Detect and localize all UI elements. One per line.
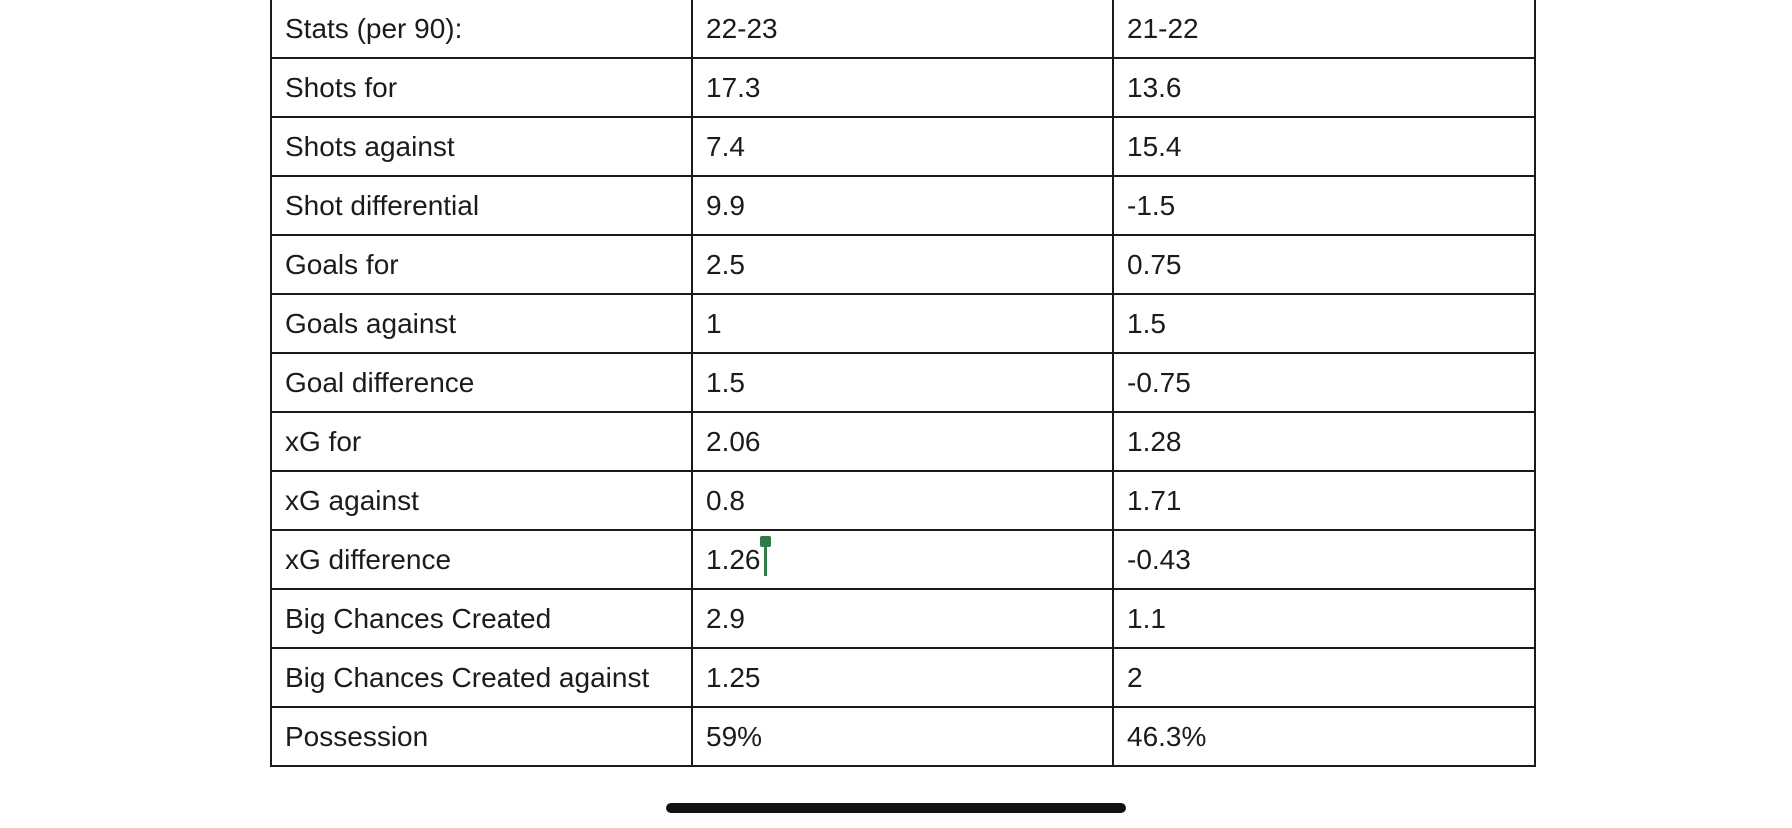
value-cell-22-23-editing[interactable]: 1.26 (691, 529, 1114, 590)
header-cell-season-21-22[interactable]: 21-22 (1112, 0, 1536, 59)
table-row: Big Chances Created against 1.25 2 (270, 647, 1536, 708)
row-label-cell[interactable]: Goals for (270, 234, 693, 295)
editing-text-wrap: 1.26 (706, 535, 771, 576)
table-row: Goal difference 1.5 -0.75 (270, 352, 1536, 413)
row-label-cell[interactable]: xG against (270, 470, 693, 531)
value-cell-22-23[interactable]: 1 (691, 293, 1114, 354)
value-cell-21-22[interactable]: -0.75 (1112, 352, 1536, 413)
table-row: Goals against 1 1.5 (270, 293, 1536, 354)
table-row: Big Chances Created 2.9 1.1 (270, 588, 1536, 649)
value-cell-22-23[interactable]: 59% (691, 706, 1114, 767)
editing-cell-value: 1.26 (706, 543, 761, 575)
value-cell-22-23[interactable]: 7.4 (691, 116, 1114, 177)
value-cell-22-23[interactable]: 2.5 (691, 234, 1114, 295)
row-label-cell[interactable]: xG for (270, 411, 693, 472)
row-label-cell[interactable]: Possession (270, 706, 693, 767)
value-cell-22-23[interactable]: 9.9 (691, 175, 1114, 236)
table-header-row: Stats (per 90): 22-23 21-22 (270, 0, 1536, 59)
row-label-cell[interactable]: Big Chances Created (270, 588, 693, 649)
table-row: xG against 0.8 1.71 (270, 470, 1536, 531)
table-row: Shot differential 9.9 -1.5 (270, 175, 1536, 236)
value-cell-22-23[interactable]: 17.3 (691, 57, 1114, 118)
table-row: xG for 2.06 1.28 (270, 411, 1536, 472)
table-row: Shots for 17.3 13.6 (270, 57, 1536, 118)
table-row: xG difference 1.26 -0.43 (270, 529, 1536, 590)
value-cell-21-22[interactable]: 1.71 (1112, 470, 1536, 531)
table-row: Shots against 7.4 15.4 (270, 116, 1536, 177)
header-cell-label[interactable]: Stats (per 90): (270, 0, 693, 59)
value-cell-21-22[interactable]: 15.4 (1112, 116, 1536, 177)
value-cell-22-23[interactable]: 1.5 (691, 352, 1114, 413)
value-cell-22-23[interactable]: 2.06 (691, 411, 1114, 472)
row-label-cell[interactable]: Big Chances Created against (270, 647, 693, 708)
row-label-cell[interactable]: Shot differential (270, 175, 693, 236)
header-cell-season-22-23[interactable]: 22-23 (691, 0, 1114, 59)
value-cell-21-22[interactable]: 1.1 (1112, 588, 1536, 649)
home-indicator-bar[interactable] (666, 803, 1126, 813)
value-cell-21-22[interactable]: 0.75 (1112, 234, 1536, 295)
value-cell-21-22[interactable]: 2 (1112, 647, 1536, 708)
row-label-cell[interactable]: xG difference (270, 529, 693, 590)
stats-table: Stats (per 90): 22-23 21-22 Shots for 17… (270, 0, 1536, 767)
value-cell-21-22[interactable]: 13.6 (1112, 57, 1536, 118)
value-cell-22-23[interactable]: 0.8 (691, 470, 1114, 531)
value-cell-22-23[interactable]: 2.9 (691, 588, 1114, 649)
value-cell-22-23[interactable]: 1.25 (691, 647, 1114, 708)
value-cell-21-22[interactable]: -1.5 (1112, 175, 1536, 236)
row-label-cell[interactable]: Goals against (270, 293, 693, 354)
value-cell-21-22[interactable]: 1.28 (1112, 411, 1536, 472)
row-label-cell[interactable]: Shots against (270, 116, 693, 177)
table-row: Possession 59% 46.3% (270, 706, 1536, 767)
value-cell-21-22[interactable]: -0.43 (1112, 529, 1536, 590)
text-cursor (763, 539, 767, 576)
value-cell-21-22[interactable]: 1.5 (1112, 293, 1536, 354)
row-label-cell[interactable]: Shots for (270, 57, 693, 118)
value-cell-21-22[interactable]: 46.3% (1112, 706, 1536, 767)
table-row: Goals for 2.5 0.75 (270, 234, 1536, 295)
row-label-cell[interactable]: Goal difference (270, 352, 693, 413)
